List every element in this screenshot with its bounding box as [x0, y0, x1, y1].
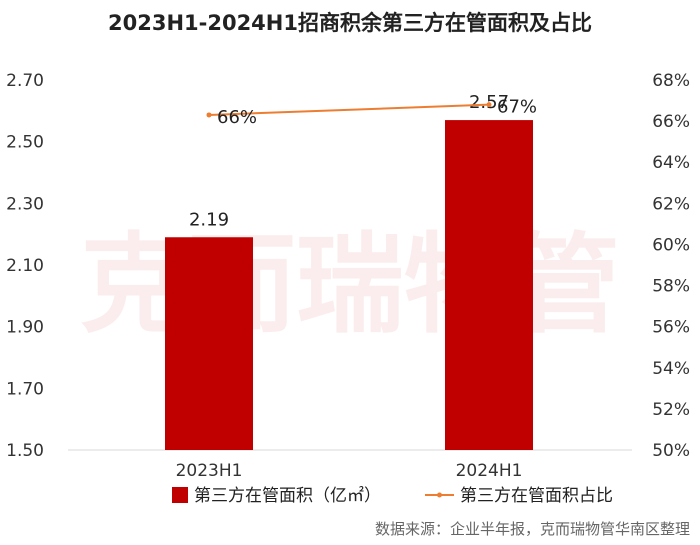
category-labels: 2023H1 2024H1: [176, 461, 523, 481]
line-data-label: 67%: [497, 97, 537, 118]
source-note: 数据来源：企业半年报，克而瑞物管华南区整理: [375, 520, 690, 538]
bar-series: 2.192.57: [165, 92, 533, 450]
bar: [165, 237, 253, 450]
line-data-label: 66%: [217, 107, 257, 128]
left-tick-label: 2.10: [6, 256, 44, 276]
left-tick-label: 1.50: [6, 441, 44, 461]
bar: [445, 120, 533, 450]
line-series: 66% 67%: [206, 97, 537, 128]
category-label: 2023H1: [176, 461, 243, 481]
legend-swatch-bar: [172, 487, 188, 503]
left-tick-label: 2.50: [6, 133, 44, 153]
right-y-axis: 50% 52% 54% 56% 58% 60% 62% 64% 66% 68%: [652, 71, 690, 461]
right-tick-label: 64%: [652, 153, 690, 173]
watermark: 克而瑞物管: [80, 223, 620, 348]
right-tick-label: 54%: [652, 359, 690, 379]
legend-label-bar: 第三方在管面积（亿㎡）: [194, 486, 381, 506]
category-label: 2024H1: [456, 461, 523, 481]
left-tick-label: 1.70: [6, 379, 44, 399]
right-tick-label: 62%: [652, 194, 690, 214]
left-tick-label: 1.90: [6, 318, 44, 338]
line-point: [486, 102, 492, 108]
legend-swatch-marker: [437, 492, 442, 498]
right-tick-label: 66%: [652, 112, 690, 132]
left-tick-label: 2.30: [6, 194, 44, 214]
right-tick-label: 50%: [652, 441, 690, 461]
left-tick-label: 2.70: [6, 71, 44, 91]
right-tick-label: 60%: [652, 235, 690, 255]
right-tick-label: 68%: [652, 71, 690, 91]
bar-data-label: 2.19: [189, 209, 229, 230]
left-y-axis: 1.50 1.70 1.90 2.10 2.30 2.50 2.70: [6, 71, 44, 461]
series-line: [208, 103, 490, 116]
legend: 第三方在管面积（亿㎡） 第三方在管面积占比: [172, 486, 613, 506]
right-tick-label: 56%: [652, 318, 690, 338]
right-tick-label: 58%: [652, 277, 690, 297]
line-point: [206, 112, 212, 118]
legend-label-line: 第三方在管面积占比: [460, 486, 613, 506]
chart-title: 2023H1-2024H1招商积余第三方在管面积及占比: [108, 11, 592, 35]
right-tick-label: 52%: [652, 400, 690, 420]
